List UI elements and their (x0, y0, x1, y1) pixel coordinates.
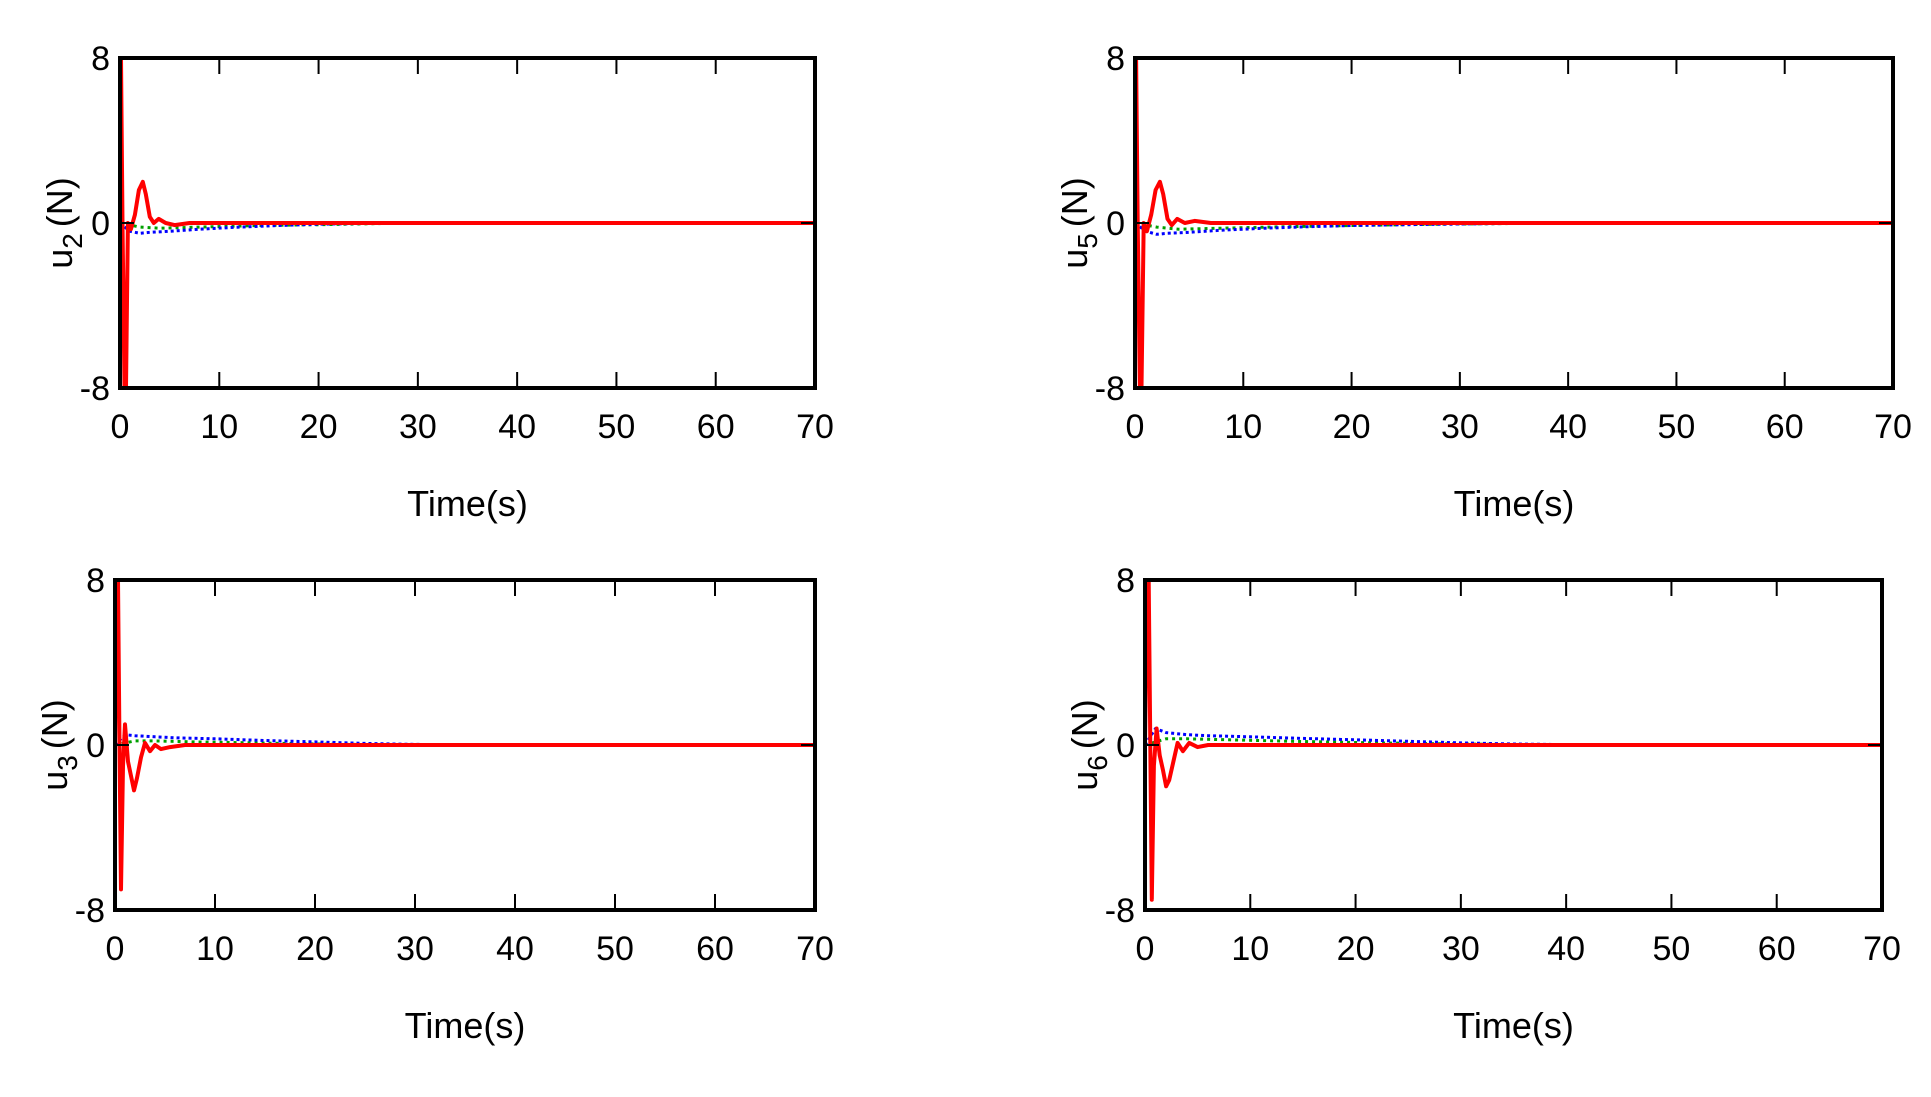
y-tick-label: 8 (1116, 562, 1135, 600)
series-line-1 (1145, 578, 1882, 902)
y-axis-symbol: u (34, 771, 75, 791)
x-tick-label: 50 (598, 408, 636, 446)
x-axis-title: Time(s) (1453, 1005, 1574, 1046)
x-tick-label: 40 (496, 930, 534, 968)
x-tick-label: 40 (498, 408, 536, 446)
x-tick-label: 60 (1766, 408, 1804, 446)
y-axis-unit: (N) (34, 699, 75, 749)
y-axis-title: u6 (N) (1064, 699, 1113, 791)
y-tick-label: 0 (1116, 727, 1135, 765)
x-tick-label: 0 (106, 930, 125, 968)
y-axis-subscript: 3 (52, 755, 83, 771)
x-tick-label: 0 (111, 408, 130, 446)
y-axis-unit: (N) (1064, 699, 1105, 749)
y-axis-unit: (N) (39, 177, 80, 227)
y-axis-title: u3 (N) (34, 699, 83, 791)
x-tick-label: 50 (1658, 408, 1696, 446)
y-tick-label: -8 (1105, 892, 1135, 930)
y-axis-title: u2 (N) (39, 177, 88, 269)
y-tick-label: 0 (91, 205, 110, 243)
x-tick-label: 30 (1441, 408, 1479, 446)
y-tick-label: -8 (1095, 370, 1125, 408)
x-tick-label: 20 (1333, 408, 1371, 446)
x-tick-label: 30 (399, 408, 437, 446)
y-tick-label: 8 (91, 40, 110, 78)
x-tick-label: 70 (796, 408, 834, 446)
x-tick-label: 40 (1547, 930, 1585, 968)
x-tick-label: 10 (1224, 408, 1262, 446)
x-tick-label: 70 (1863, 930, 1901, 968)
series-line-2 (120, 221, 815, 235)
series-line-2 (1145, 727, 1882, 747)
x-tick-label: 70 (1874, 408, 1912, 446)
x-tick-label: 60 (696, 930, 734, 968)
x-tick-label: 50 (596, 930, 634, 968)
y-axis-symbol: u (39, 249, 80, 269)
y-tick-label: 0 (1106, 205, 1125, 243)
x-axis-title: Time(s) (1454, 483, 1575, 524)
x-tick-label: 10 (196, 930, 234, 968)
y-axis-symbol: u (1064, 771, 1105, 791)
x-tick-label: 0 (1136, 930, 1155, 968)
x-tick-label: 70 (796, 930, 834, 968)
y-tick-label: -8 (75, 892, 105, 930)
series-group (1145, 578, 1882, 902)
x-tick-label: 30 (1442, 930, 1480, 968)
y-axis-title: u5 (N) (1054, 177, 1103, 269)
x-axis-title: Time(s) (407, 483, 528, 524)
x-axis-title: Time(s) (405, 1005, 526, 1046)
x-tick-label: 60 (1758, 930, 1796, 968)
x-tick-label: 10 (1231, 930, 1269, 968)
x-tick-label: 50 (1653, 930, 1691, 968)
y-tick-label: 0 (86, 727, 105, 765)
series-line-2 (1135, 221, 1893, 236)
x-tick-label: 40 (1549, 408, 1587, 446)
y-tick-label: 8 (1106, 40, 1125, 78)
y-axis-symbol: u (1054, 249, 1095, 269)
y-tick-label: 8 (86, 562, 105, 600)
x-tick-label: 0 (1126, 408, 1145, 446)
series-group (115, 578, 815, 892)
y-tick-label: -8 (80, 370, 110, 408)
x-tick-label: 20 (296, 930, 334, 968)
x-tick-label: 20 (300, 408, 338, 446)
series-line-1 (115, 578, 815, 892)
y-axis-subscript: 5 (1072, 233, 1103, 249)
y-axis-unit: (N) (1054, 177, 1095, 227)
x-tick-label: 20 (1337, 930, 1375, 968)
y-axis-subscript: 6 (1082, 755, 1113, 771)
x-tick-label: 10 (200, 408, 238, 446)
y-axis-subscript: 2 (57, 233, 88, 249)
x-tick-label: 30 (396, 930, 434, 968)
x-tick-label: 60 (697, 408, 735, 446)
